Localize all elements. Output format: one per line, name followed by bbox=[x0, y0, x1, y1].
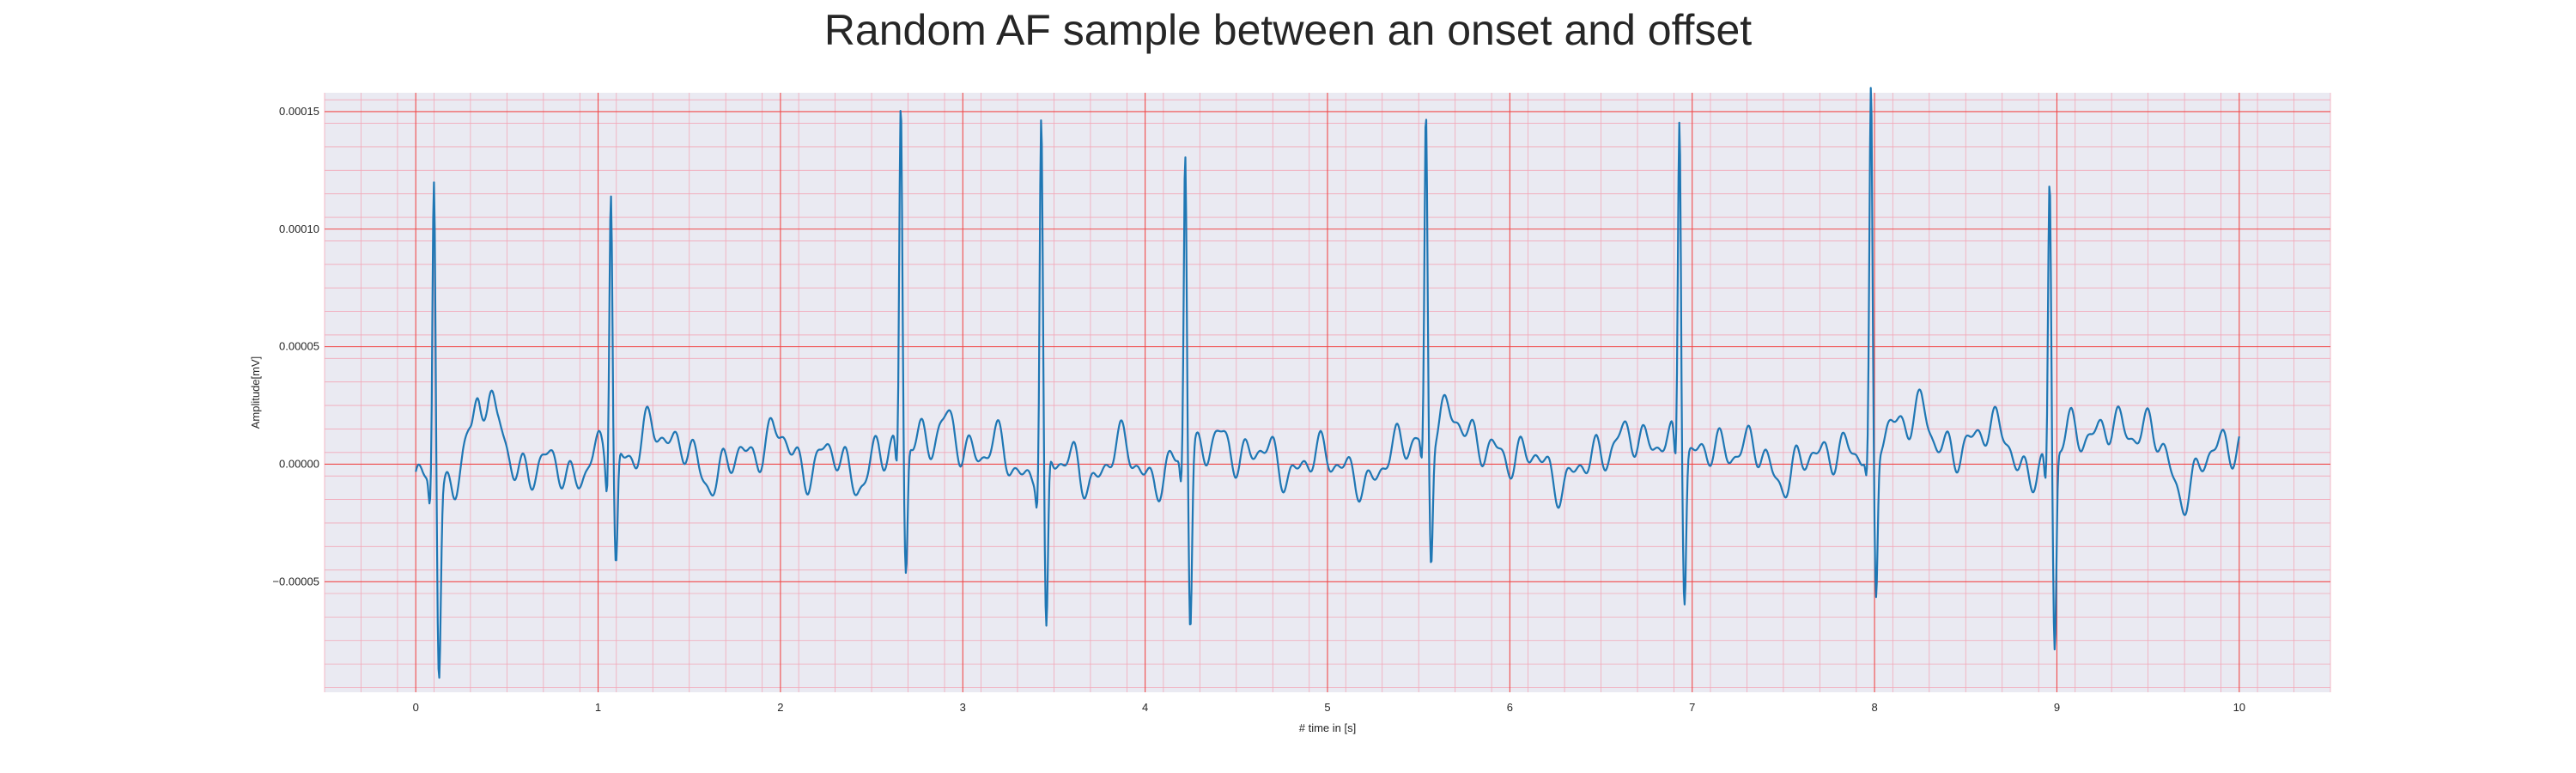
y-tick-label: −0.00005 bbox=[272, 575, 319, 587]
x-tick-label: 6 bbox=[1507, 701, 1513, 714]
ecg-series-line bbox=[415, 87, 2240, 679]
series-layer bbox=[415, 87, 2240, 679]
y-tick-label: 0.00005 bbox=[279, 340, 319, 353]
x-tick-label: 4 bbox=[1142, 701, 1148, 714]
y-tick-label: 0.00015 bbox=[279, 105, 319, 118]
x-tick-label: 10 bbox=[2233, 701, 2245, 714]
y-tick-label: 0.00010 bbox=[279, 222, 319, 235]
y-tick-labels: −0.00005 0.00000 0.00005 0.00010 0.00015 bbox=[272, 105, 319, 587]
x-axis-label: # time in [s] bbox=[1299, 721, 1356, 734]
x-tick-label: 7 bbox=[1689, 701, 1695, 714]
chart-title: Random AF sample between an onset and of… bbox=[823, 6, 1753, 54]
x-tick-labels: 0 1 2 3 4 5 6 7 8 9 10 bbox=[413, 701, 2245, 714]
x-tick-label: 5 bbox=[1324, 701, 1330, 714]
y-tick-label: 0.00000 bbox=[279, 457, 319, 470]
x-tick-label: 9 bbox=[2054, 701, 2060, 714]
x-tick-label: 2 bbox=[777, 701, 783, 714]
y-axis-label: Amplitude[mV] bbox=[249, 356, 262, 429]
x-tick-label: 3 bbox=[960, 701, 966, 714]
x-tick-label: 0 bbox=[413, 701, 419, 714]
x-tick-label: 8 bbox=[1871, 701, 1877, 714]
x-tick-label: 1 bbox=[595, 701, 601, 714]
